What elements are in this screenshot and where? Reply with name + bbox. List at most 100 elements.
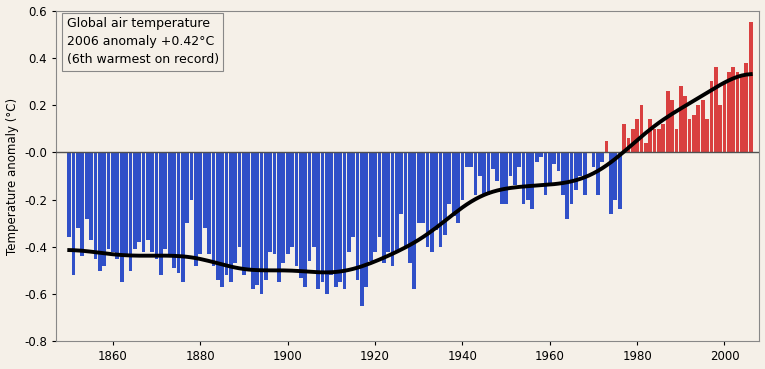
Bar — [548, 152, 552, 186]
Bar — [578, 152, 582, 176]
Bar — [137, 152, 141, 242]
Bar — [622, 124, 626, 152]
Bar — [539, 152, 543, 157]
Bar — [688, 119, 692, 152]
Bar — [80, 152, 84, 256]
Bar — [399, 152, 403, 214]
Bar — [256, 152, 259, 285]
Bar — [164, 152, 168, 249]
Bar — [723, 82, 726, 152]
Bar — [177, 152, 181, 273]
Bar — [404, 152, 408, 247]
Bar — [635, 119, 639, 152]
Bar — [644, 143, 648, 152]
Bar — [116, 152, 119, 259]
Bar — [701, 100, 705, 152]
Y-axis label: Temperature anomaly (°C): Temperature anomaly (°C) — [5, 97, 18, 255]
Bar — [504, 152, 508, 204]
Bar — [727, 72, 731, 152]
Bar — [93, 152, 97, 259]
Bar — [509, 152, 513, 176]
Bar — [295, 152, 298, 266]
Bar — [465, 152, 469, 166]
Bar — [596, 152, 600, 195]
Bar — [272, 152, 276, 254]
Bar — [478, 152, 482, 176]
Bar — [194, 152, 198, 266]
Bar — [111, 152, 115, 252]
Bar — [159, 152, 163, 275]
Bar — [395, 152, 399, 252]
Bar — [212, 152, 215, 266]
Bar — [282, 152, 285, 263]
Bar — [146, 152, 150, 240]
Bar — [133, 152, 137, 249]
Bar — [653, 129, 656, 152]
Bar — [417, 152, 421, 223]
Bar — [557, 152, 560, 171]
Bar — [731, 67, 735, 152]
Bar — [500, 152, 503, 204]
Bar — [448, 152, 451, 204]
Bar — [220, 152, 224, 287]
Bar — [679, 86, 682, 152]
Bar — [386, 152, 390, 252]
Bar — [443, 152, 447, 235]
Bar — [696, 105, 700, 152]
Bar — [487, 152, 490, 195]
Bar — [168, 152, 171, 256]
Bar — [408, 152, 412, 263]
Bar — [604, 141, 608, 152]
Bar — [705, 119, 709, 152]
Bar — [198, 152, 202, 254]
Bar — [229, 152, 233, 282]
Bar — [412, 152, 416, 289]
Bar — [618, 152, 621, 209]
Bar — [452, 152, 455, 216]
Bar — [106, 152, 110, 249]
Bar — [264, 152, 268, 280]
Bar — [627, 138, 630, 152]
Bar — [469, 152, 473, 166]
Bar — [155, 152, 158, 259]
Bar — [277, 152, 281, 282]
Bar — [364, 152, 368, 287]
Bar — [544, 152, 547, 195]
Bar — [601, 152, 604, 162]
Bar — [631, 129, 635, 152]
Bar — [190, 152, 194, 200]
Bar — [574, 152, 578, 190]
Bar — [718, 105, 722, 152]
Bar — [744, 63, 748, 152]
Bar — [425, 152, 429, 247]
Bar — [142, 152, 145, 252]
Bar — [308, 152, 311, 261]
Bar — [517, 152, 521, 166]
Bar — [103, 152, 106, 266]
Bar — [670, 100, 674, 152]
Bar — [736, 72, 740, 152]
Bar — [570, 152, 574, 204]
Bar — [513, 152, 516, 186]
Bar — [334, 152, 337, 287]
Bar — [343, 152, 347, 289]
Bar — [474, 152, 477, 195]
Bar — [456, 152, 460, 223]
Bar — [583, 152, 587, 195]
Bar — [259, 152, 263, 294]
Bar — [356, 152, 360, 280]
Bar — [662, 124, 666, 152]
Bar — [203, 152, 207, 228]
Bar — [461, 152, 464, 200]
Bar — [561, 152, 565, 195]
Bar — [491, 152, 495, 169]
Bar — [438, 152, 442, 247]
Bar — [330, 152, 334, 275]
Bar — [565, 152, 569, 218]
Bar — [129, 152, 132, 270]
Bar — [185, 152, 189, 223]
Bar — [216, 152, 220, 280]
Bar — [347, 152, 350, 252]
Bar — [483, 152, 486, 195]
Bar — [657, 129, 661, 152]
